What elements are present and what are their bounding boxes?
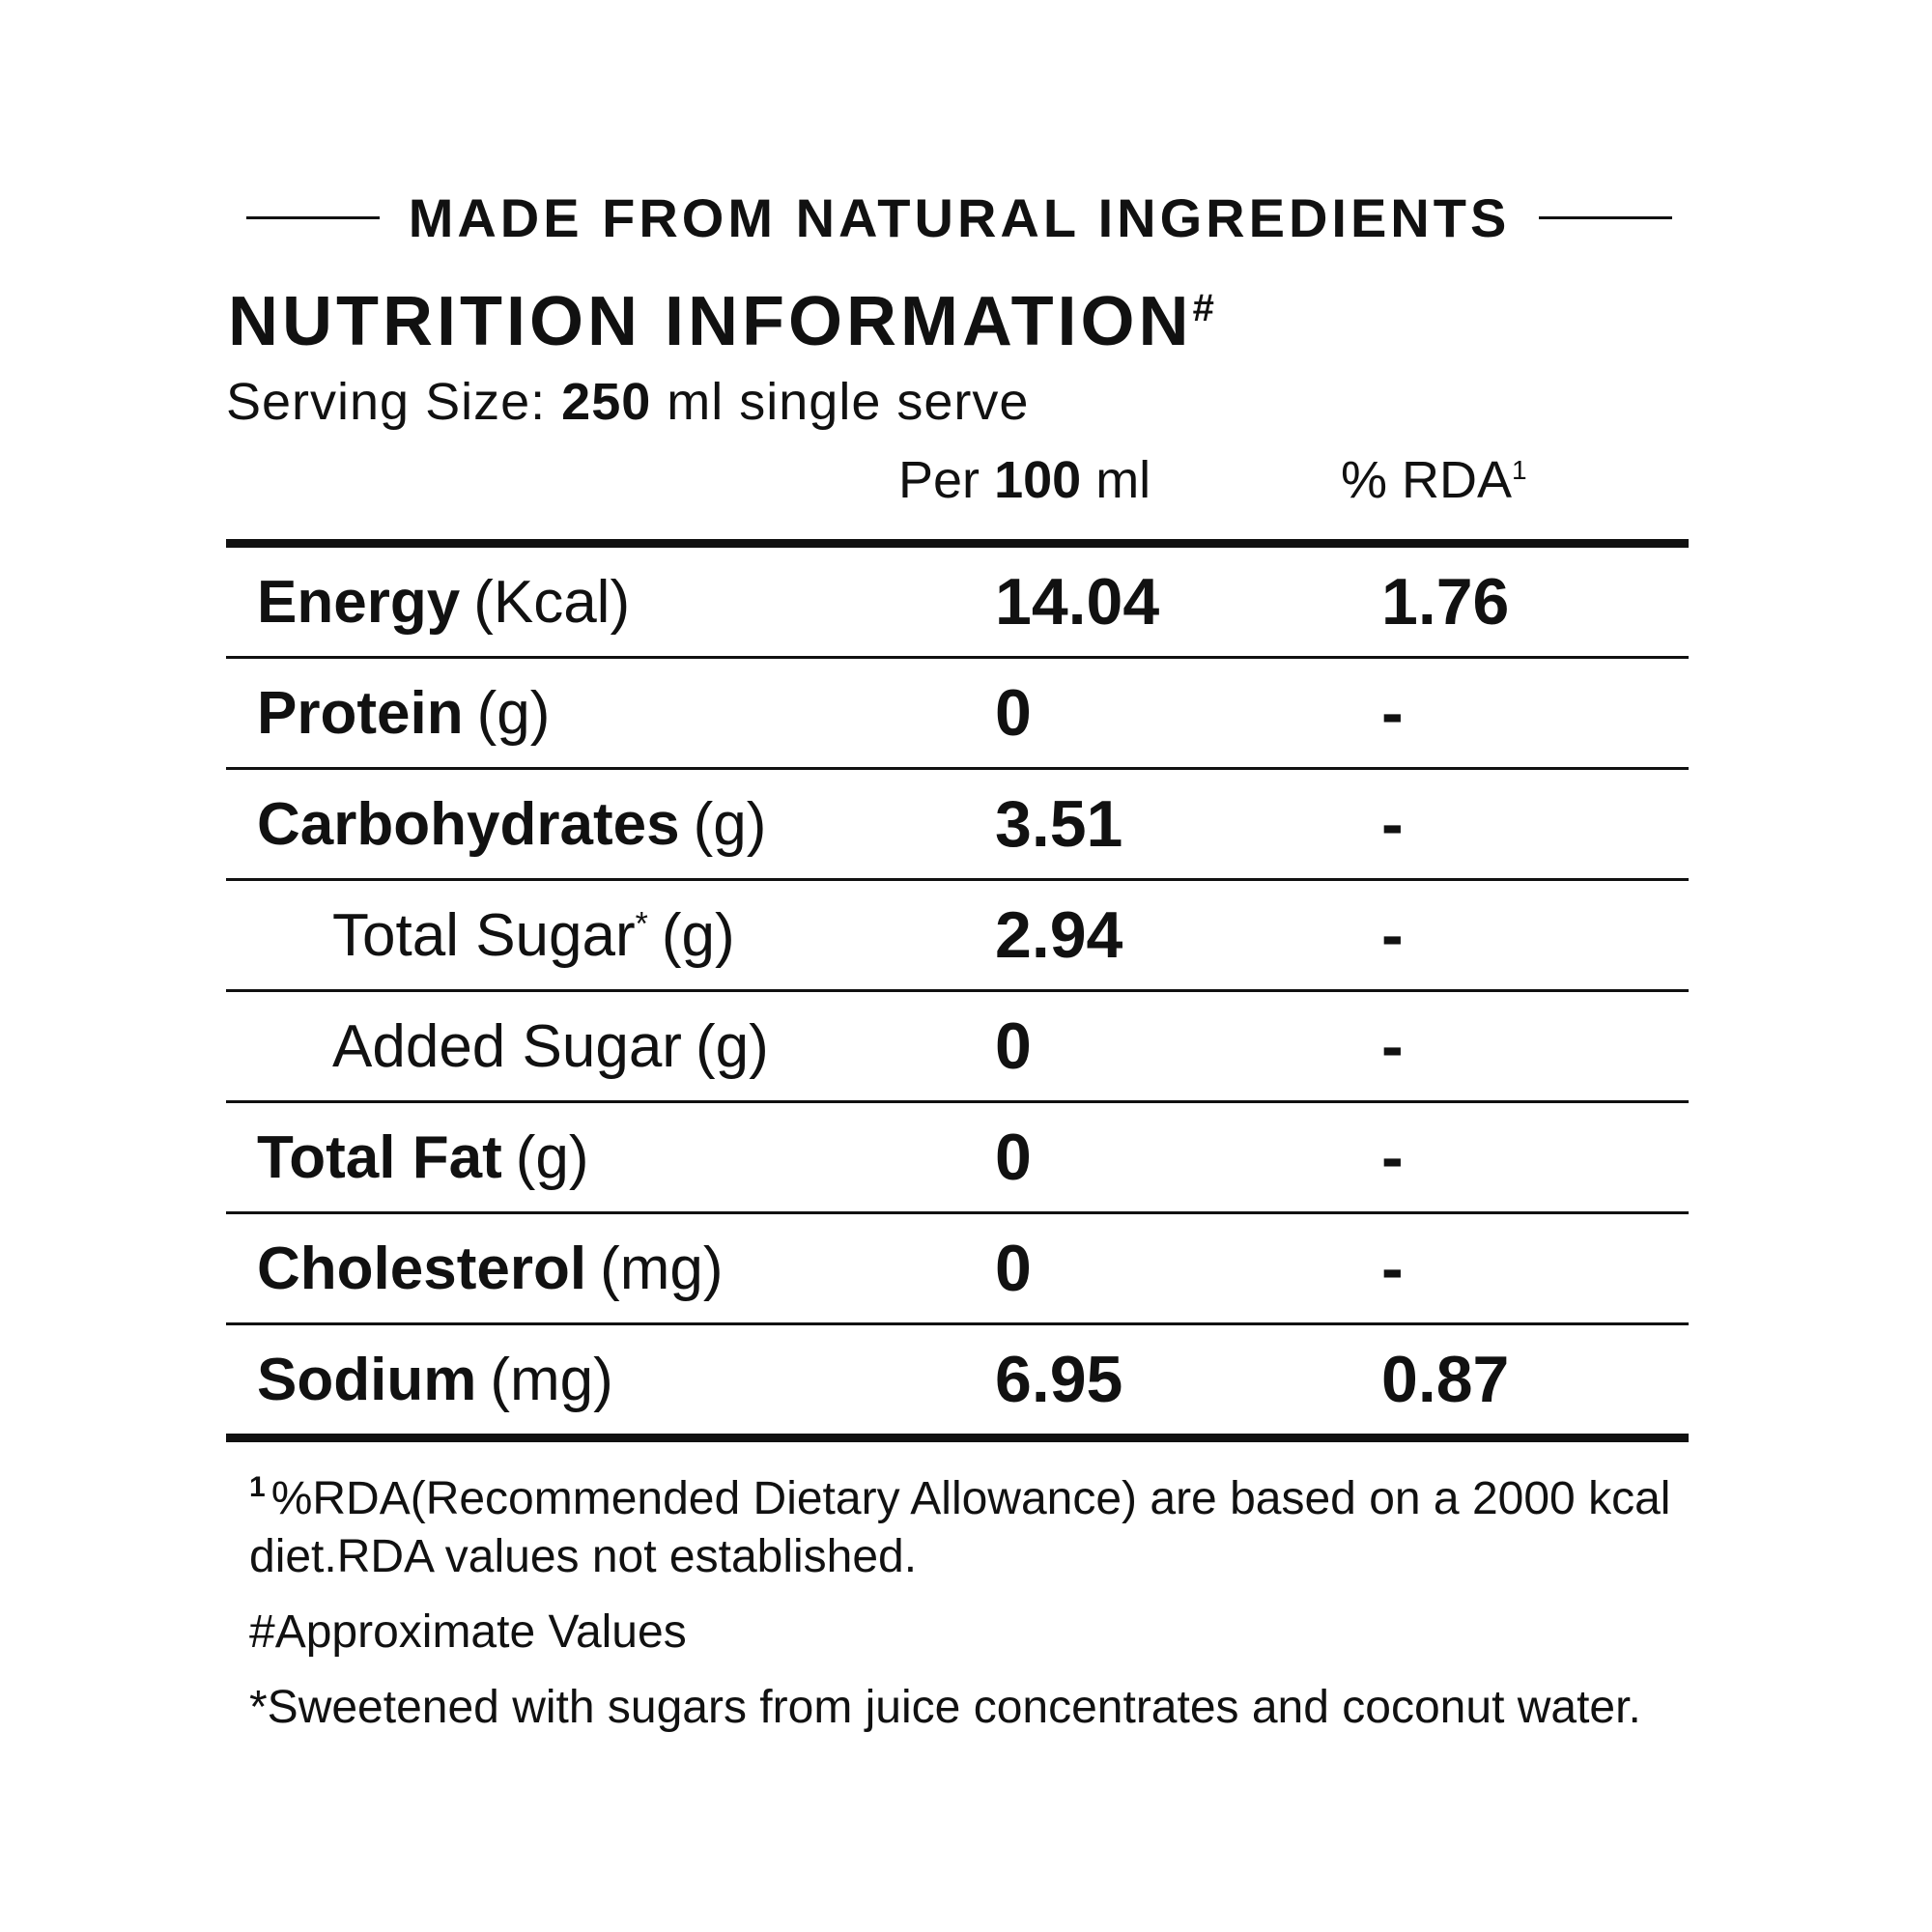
footnotes: 1 %RDA(Recommended Dietary Allowance) are…: [249, 1459, 1698, 1754]
nutrient-unit: (mg): [600, 1235, 724, 1302]
nutrient-name: Sodium: [257, 1346, 477, 1413]
nutrient-label: Total Fat (g): [257, 1103, 589, 1211]
per-100ml-value: 0: [995, 1009, 1032, 1083]
table-row: Cholesterol (mg) 0 -: [226, 1214, 1689, 1325]
nutrient-unit: (mg): [490, 1346, 613, 1413]
nutrient-name: Total Fat: [257, 1123, 502, 1191]
serving-label: Serving Size:: [226, 373, 547, 431]
nutrient-name-text: Total Sugar: [332, 901, 636, 969]
nutrient-name: Added Sugar: [332, 1012, 682, 1080]
nutrient-name: Total Sugar*: [332, 901, 648, 970]
title-text: NUTRITION INFORMATION: [228, 283, 1193, 360]
per-100ml-value: 0: [995, 676, 1032, 750]
column-header-per-100ml: Per 100 ml: [898, 450, 1151, 510]
table-row: Total Sugar* (g) 2.94 -: [226, 881, 1689, 992]
table-row: Energy (Kcal) 14.04 1.76: [226, 548, 1689, 659]
nutrient-label: Energy (Kcal): [257, 548, 630, 656]
nutrient-label: Cholesterol (mg): [257, 1214, 723, 1322]
rda-marker: 1: [1512, 455, 1527, 485]
table-row: Sodium (mg) 6.95 0.87: [226, 1325, 1689, 1434]
tagline-rule-right: [1539, 215, 1673, 219]
per-100ml-value: 6.95: [995, 1343, 1123, 1416]
nutrient-name: Cholesterol: [257, 1235, 587, 1302]
rda-value: -: [1381, 1232, 1404, 1305]
nutrient-unit: (g): [695, 1012, 769, 1080]
table-row: Protein (g) 0 -: [226, 659, 1689, 770]
nutrition-table: Energy (Kcal) 14.04 1.76 Protein (g) 0 - C…: [226, 539, 1689, 1442]
footnote-approx: #Approximate Values: [249, 1606, 687, 1658]
rda-label: % RDA: [1341, 451, 1513, 509]
column-header-rda: % RDA1: [1341, 450, 1527, 510]
nutrient-label: Protein (g): [257, 659, 550, 767]
footnote-sweetened: *Sweetened with sugars from juice concen…: [249, 1682, 1641, 1733]
nutrient-label: Added Sugar (g): [332, 992, 769, 1100]
nutrient-name: Carbohydrates: [257, 790, 680, 858]
per-100ml-value: 14.04: [995, 565, 1160, 639]
rda-value: 1.76: [1381, 565, 1510, 639]
rda-value: -: [1381, 1009, 1404, 1083]
footnote-rda-text: %RDA(Recommended Dietary Allowance) are …: [249, 1473, 1671, 1582]
table-row: Total Fat (g) 0 -: [226, 1103, 1689, 1214]
per-100ml-value: 0: [995, 1121, 1032, 1194]
rda-value: -: [1381, 676, 1404, 750]
nutrient-unit: (g): [515, 1123, 589, 1191]
tagline-rule-left: [245, 215, 380, 219]
page-title: NUTRITION INFORMATION#: [228, 282, 1214, 361]
footnote-rda-marker: 1: [249, 1471, 266, 1503]
serving-amount: 250: [561, 373, 652, 431]
rda-value: 0.87: [1381, 1343, 1510, 1416]
nutrient-label: Total Sugar* (g): [332, 881, 735, 989]
nutrient-label: Sodium (mg): [257, 1325, 613, 1434]
per-unit: ml: [1095, 451, 1151, 509]
per-100ml-value: 0: [995, 1232, 1032, 1305]
nutrient-name: Protein: [257, 679, 464, 747]
nutrient-name: Energy: [257, 568, 461, 636]
rda-value: -: [1381, 1121, 1404, 1194]
per-prefix: Per: [898, 451, 980, 509]
serving-rest: ml single serve: [667, 373, 1030, 431]
nutrient-unit: (g): [476, 679, 551, 747]
nutrient-unit: (g): [693, 790, 767, 858]
nutrient-marker: *: [635, 904, 648, 942]
nutrient-label: Carbohydrates (g): [257, 770, 766, 878]
nutrient-unit: (g): [661, 901, 735, 969]
title-marker: #: [1192, 287, 1214, 329]
serving-size: Serving Size: 250 ml single serve: [226, 372, 1029, 432]
table-row: Added Sugar (g) 0 -: [226, 992, 1689, 1103]
footnote-rda: 1 %RDA(Recommended Dietary Allowance) are…: [249, 1459, 1698, 1586]
per-100ml-value: 2.94: [995, 898, 1123, 972]
table-row: Carbohydrates (g) 3.51 -: [226, 770, 1689, 881]
nutrient-unit: (Kcal): [473, 568, 631, 636]
per-100ml-value: 3.51: [995, 787, 1123, 861]
rda-value: -: [1381, 787, 1404, 861]
per-amount: 100: [994, 451, 1082, 509]
tagline-text: MADE FROM NATURAL INGREDIENTS: [408, 186, 1511, 248]
rda-value: -: [1381, 898, 1404, 972]
tagline: MADE FROM NATURAL INGREDIENTS: [245, 184, 1673, 251]
